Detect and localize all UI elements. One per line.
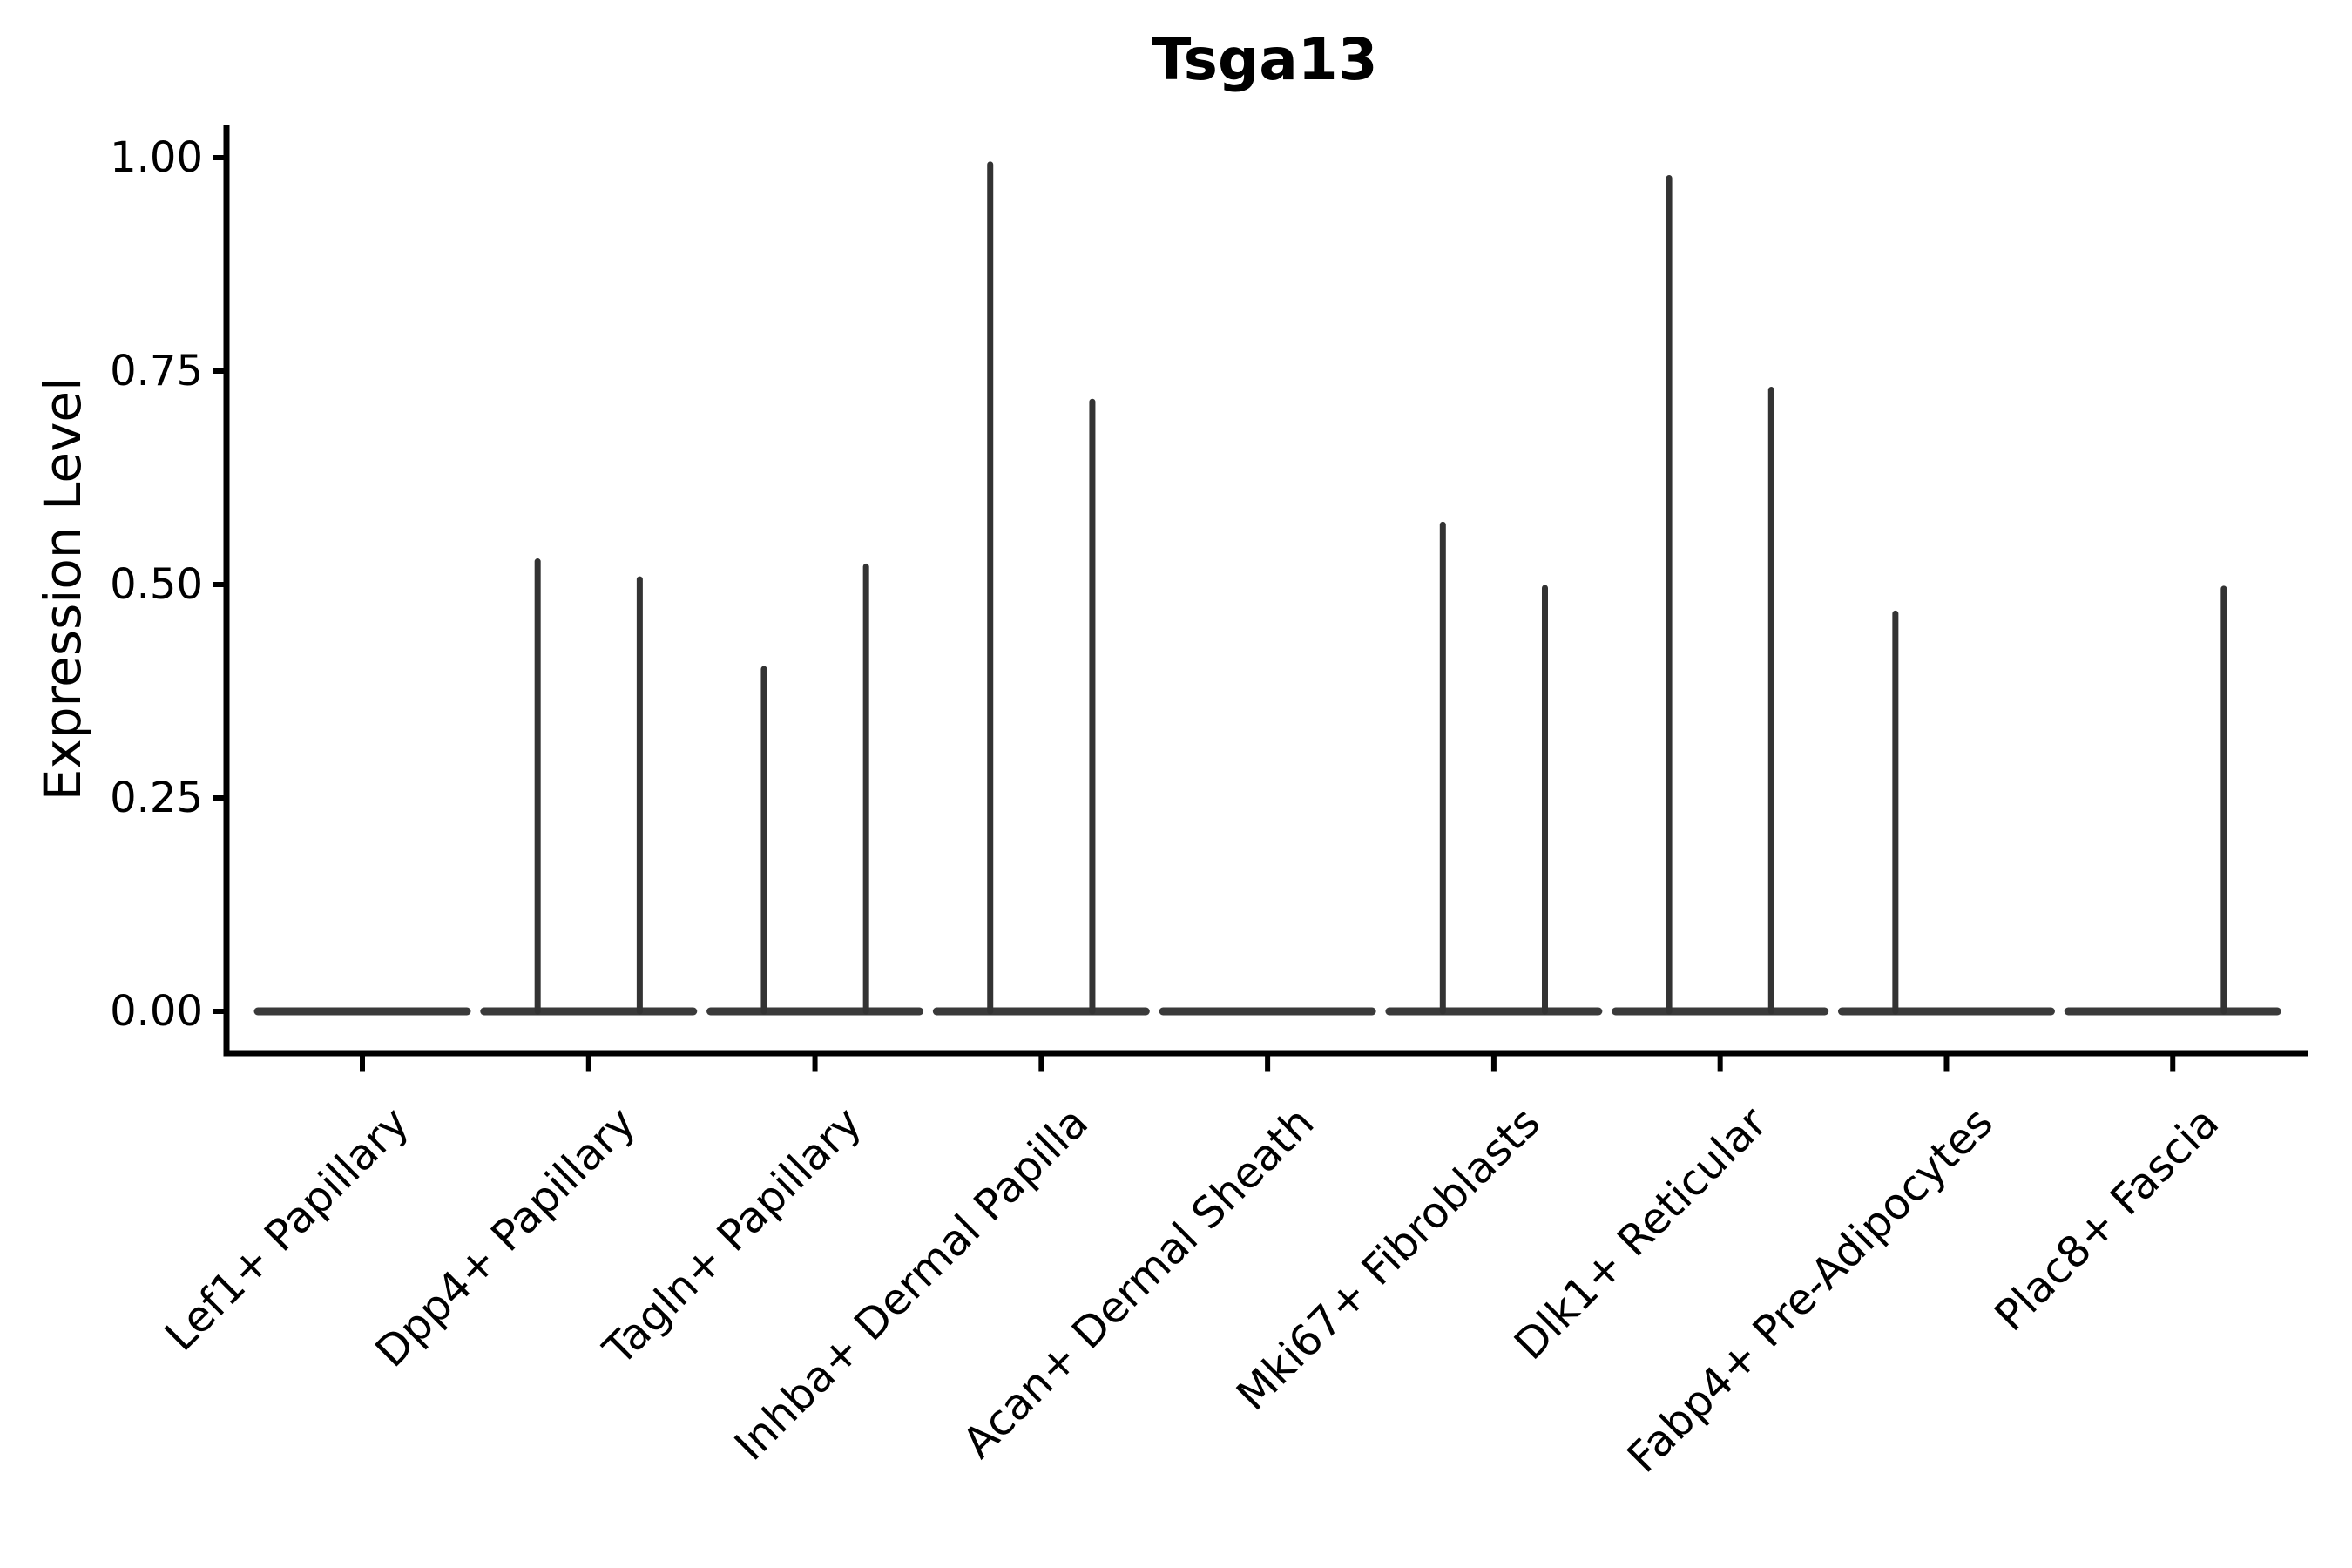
y-axis-tick-label: 1.00 <box>110 133 203 182</box>
y-axis-tick-label: 0.75 <box>110 347 203 395</box>
y-axis-label: Expression Level <box>33 376 92 801</box>
plot-title: Tsga13 <box>1152 26 1378 93</box>
y-axis-tick-label: 0.50 <box>110 560 203 609</box>
y-axis-tick-label: 0.25 <box>110 774 203 822</box>
y-axis-tick-label: 0.00 <box>110 987 203 1036</box>
